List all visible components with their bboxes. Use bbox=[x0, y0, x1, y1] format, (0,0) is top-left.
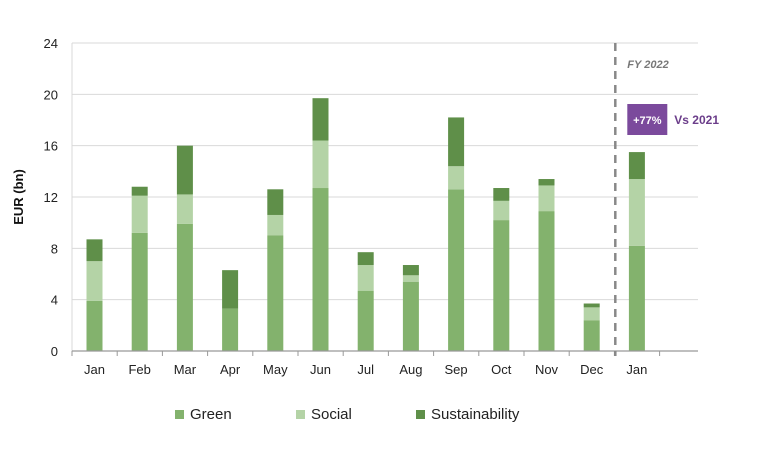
legend-item-green: Green bbox=[175, 406, 232, 423]
growth-badge-text: +77% bbox=[633, 115, 662, 127]
bar-social-5 bbox=[312, 140, 329, 189]
bar-sustainability-10 bbox=[538, 179, 555, 186]
x-tick-label: Dec bbox=[580, 362, 604, 377]
x-tick-label: Nov bbox=[535, 362, 559, 377]
fy-period-label: FY 2022 bbox=[627, 59, 668, 71]
x-tick-label: Feb bbox=[128, 362, 150, 377]
growth-badge bbox=[627, 104, 668, 135]
legend-label-green: Green bbox=[190, 406, 232, 423]
legend-item-social: Social bbox=[296, 406, 352, 423]
y-tick-label: 20 bbox=[44, 87, 58, 102]
bar-green-0 bbox=[86, 300, 103, 351]
bar-sustainability-7 bbox=[402, 265, 419, 276]
growth-badge-caption: Vs 2021 bbox=[674, 113, 719, 127]
y-tick-label: 8 bbox=[51, 241, 58, 256]
y-axis-label: EUR (bn) bbox=[11, 169, 26, 225]
bars bbox=[86, 98, 645, 351]
gridlines bbox=[71, 42, 698, 351]
bar-sustainability-11 bbox=[583, 303, 600, 308]
y-tick-label: 0 bbox=[51, 344, 58, 359]
bar-green-11 bbox=[583, 320, 600, 351]
bar-social-7 bbox=[402, 275, 419, 282]
bar-social-10 bbox=[538, 185, 555, 212]
bar-social-2 bbox=[176, 194, 193, 224]
y-tick-label: 24 bbox=[44, 36, 58, 51]
bar-sustainability-2 bbox=[176, 145, 193, 195]
bar-green-6 bbox=[357, 290, 374, 351]
bar-sustainability-0 bbox=[86, 239, 103, 262]
legend-label-social: Social bbox=[311, 406, 352, 423]
y-tick-label: 16 bbox=[44, 139, 58, 154]
x-tick-label: Jun bbox=[310, 362, 331, 377]
bar-sustainability-4 bbox=[267, 189, 284, 215]
x-tick-label: Jul bbox=[357, 362, 374, 377]
legend-item-sustainability: Sustainability bbox=[416, 406, 519, 423]
bar-sustainability-1 bbox=[131, 186, 148, 196]
bar-green-2 bbox=[176, 223, 193, 351]
bar-green-7 bbox=[402, 281, 419, 351]
bar-social-8 bbox=[448, 166, 465, 190]
legend-swatch-green bbox=[175, 410, 184, 419]
x-tick-label: Oct bbox=[491, 362, 512, 377]
bar-social-12 bbox=[628, 179, 645, 246]
y-axis-ticks: 0 4 8 12 16 20 24 bbox=[44, 36, 58, 359]
bar-sustainability-6 bbox=[357, 252, 374, 266]
bar-green-4 bbox=[267, 235, 284, 351]
bar-social-4 bbox=[267, 214, 284, 236]
bar-green-1 bbox=[131, 232, 148, 351]
bar-sustainability-5 bbox=[312, 98, 329, 141]
bar-sustainability-8 bbox=[448, 117, 465, 167]
legend-swatch-sustainability bbox=[416, 410, 425, 419]
x-tick-label: Aug bbox=[399, 362, 422, 377]
x-axis-ticks: Jan Feb Mar Apr May Jun Jul Aug Sep Oct Nov Dec Jan bbox=[84, 362, 647, 377]
legend-label-sustainability: Sustainability bbox=[431, 406, 520, 423]
legend-swatch-social bbox=[296, 410, 305, 419]
bar-green-9 bbox=[493, 220, 510, 351]
x-axis bbox=[71, 350, 698, 356]
bar-social-1 bbox=[131, 195, 148, 233]
x-tick-label: Apr bbox=[220, 362, 241, 377]
bar-green-5 bbox=[312, 188, 329, 351]
x-tick-label: Mar bbox=[174, 362, 197, 377]
bar-green-3 bbox=[222, 308, 239, 351]
bar-green-8 bbox=[448, 189, 465, 351]
bar-sustainability-3 bbox=[222, 270, 239, 309]
x-tick-label: Jan bbox=[84, 362, 105, 377]
x-tick-label: Sep bbox=[445, 362, 468, 377]
x-tick-label: May bbox=[263, 362, 288, 377]
x-tick-label: Jan bbox=[626, 362, 647, 377]
legend: Green Social Sustainability bbox=[0, 406, 768, 428]
bar-sustainability-12 bbox=[628, 152, 645, 180]
bar-sustainability-9 bbox=[493, 188, 510, 201]
y-tick-label: 12 bbox=[44, 190, 58, 205]
y-tick-label: 4 bbox=[51, 293, 58, 308]
bar-green-12 bbox=[628, 245, 645, 351]
bar-social-0 bbox=[86, 261, 103, 301]
bar-green-10 bbox=[538, 211, 555, 351]
bar-social-6 bbox=[357, 265, 374, 291]
bar-social-9 bbox=[493, 200, 510, 221]
bar-social-11 bbox=[583, 307, 600, 321]
